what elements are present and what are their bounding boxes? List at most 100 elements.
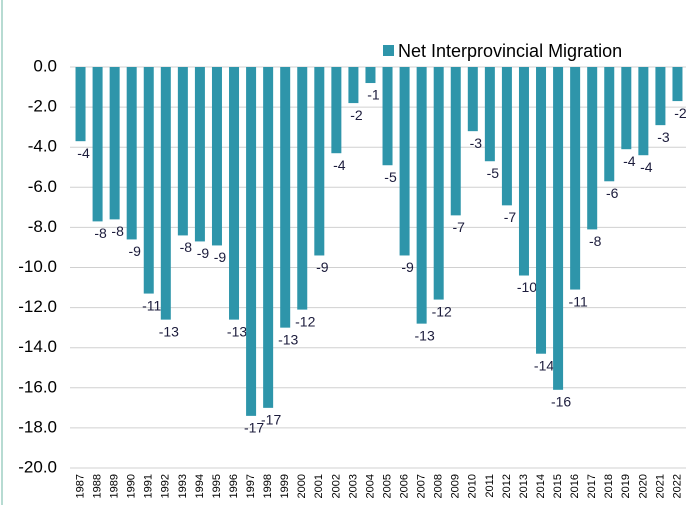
bar (177, 67, 188, 236)
y-tick-label: 0.0 (33, 56, 57, 75)
bar (416, 67, 427, 324)
x-tick-label: 2020 (637, 474, 649, 498)
y-tick-label: -8.0 (28, 217, 57, 236)
bar (280, 67, 291, 328)
x-tick-label: 2002 (330, 474, 342, 498)
x-tick-label: 2008 (433, 474, 445, 498)
bar (263, 67, 274, 408)
data-label: -8 (589, 233, 602, 249)
bar (160, 67, 171, 320)
bar (109, 67, 120, 220)
bar (399, 67, 410, 256)
data-label: -16 (551, 394, 571, 410)
x-tick-label: 2022 (671, 474, 683, 498)
x-tick-label: 2004 (364, 474, 376, 498)
data-label: -9 (214, 249, 227, 265)
bar (246, 67, 257, 416)
legend-label: Net Interprovincial Migration (398, 41, 622, 61)
bar (194, 67, 205, 242)
bar (501, 67, 512, 206)
bar (75, 67, 86, 142)
x-tick-label: 2014 (535, 474, 547, 498)
x-tick-label: 2012 (501, 474, 513, 498)
bar (484, 67, 495, 162)
x-tick-label: 2005 (381, 474, 393, 498)
x-tick-label: 2001 (313, 474, 325, 498)
bar (314, 67, 325, 256)
bar (126, 67, 137, 240)
x-tick-label: 1997 (245, 474, 257, 498)
data-label: -11 (142, 297, 161, 313)
bar (467, 67, 478, 132)
bar (536, 67, 547, 354)
data-label: -2 (674, 105, 687, 121)
bar (587, 67, 598, 230)
data-label: -1 (367, 87, 380, 103)
bar (655, 67, 666, 126)
data-label: -13 (415, 327, 435, 343)
x-tick-label: 1990 (126, 474, 138, 498)
y-tick-label: -18.0 (18, 417, 57, 436)
bar (621, 67, 632, 150)
data-label: -5 (487, 165, 500, 181)
data-label: -4 (77, 145, 90, 161)
bar (92, 67, 103, 222)
data-label: -12 (432, 303, 452, 319)
bar (604, 67, 615, 182)
y-tick-label: -4.0 (28, 137, 57, 156)
x-tick-label: 2006 (398, 474, 410, 498)
data-label: -3 (470, 135, 483, 151)
x-tick-label: 2009 (450, 474, 462, 498)
x-tick-label: 2010 (467, 474, 479, 498)
x-tick-label: 2019 (620, 474, 632, 498)
data-label: -3 (657, 129, 670, 145)
data-label: -14 (534, 357, 554, 373)
y-tick-label: -20.0 (18, 457, 57, 476)
bar (297, 67, 308, 310)
bar (211, 67, 222, 246)
x-tick-label: 1989 (109, 474, 121, 498)
x-tick-label: 2007 (416, 474, 428, 498)
bar (229, 67, 240, 320)
bar (143, 67, 154, 294)
data-label: -11 (569, 293, 588, 309)
bar (382, 67, 393, 166)
x-tick-label: 1991 (143, 474, 155, 498)
x-tick-label: 2013 (518, 474, 530, 498)
x-tick-label: 1987 (74, 474, 86, 498)
x-tick-label: 2000 (296, 474, 308, 498)
bar (450, 67, 461, 216)
y-tick-label: -6.0 (28, 177, 57, 196)
y-tick-label: -16.0 (18, 377, 57, 396)
x-tick-label: 1993 (177, 474, 189, 498)
data-label: -8 (94, 225, 107, 241)
data-label: -2 (350, 107, 363, 123)
data-label: -13 (159, 323, 179, 339)
data-label: -6 (606, 185, 619, 201)
x-tick-label: 2011 (484, 474, 496, 498)
x-tick-label: 2021 (654, 474, 666, 498)
data-label: -4 (623, 153, 636, 169)
x-tick-label: 1999 (279, 474, 291, 498)
data-label: -7 (504, 209, 517, 225)
x-tick-label: 1992 (160, 474, 172, 498)
data-label: -12 (295, 313, 315, 329)
data-label: -9 (316, 259, 329, 275)
bar (518, 67, 529, 276)
x-tick-label: 2003 (347, 474, 359, 498)
bar (553, 67, 564, 390)
data-label: -8 (111, 223, 124, 239)
data-label: -9 (197, 245, 210, 261)
bar (433, 67, 444, 300)
x-tick-label: 1998 (262, 474, 274, 498)
data-label: -4 (640, 159, 653, 175)
bar (331, 67, 342, 154)
x-tick-label: 2015 (552, 474, 564, 498)
legend-swatch (383, 45, 394, 56)
y-tick-label: -10.0 (18, 257, 57, 276)
x-tick-label: 2016 (569, 474, 581, 498)
y-tick-label: -12.0 (18, 297, 57, 316)
data-label: -13 (227, 323, 247, 339)
data-label: -7 (453, 219, 466, 235)
